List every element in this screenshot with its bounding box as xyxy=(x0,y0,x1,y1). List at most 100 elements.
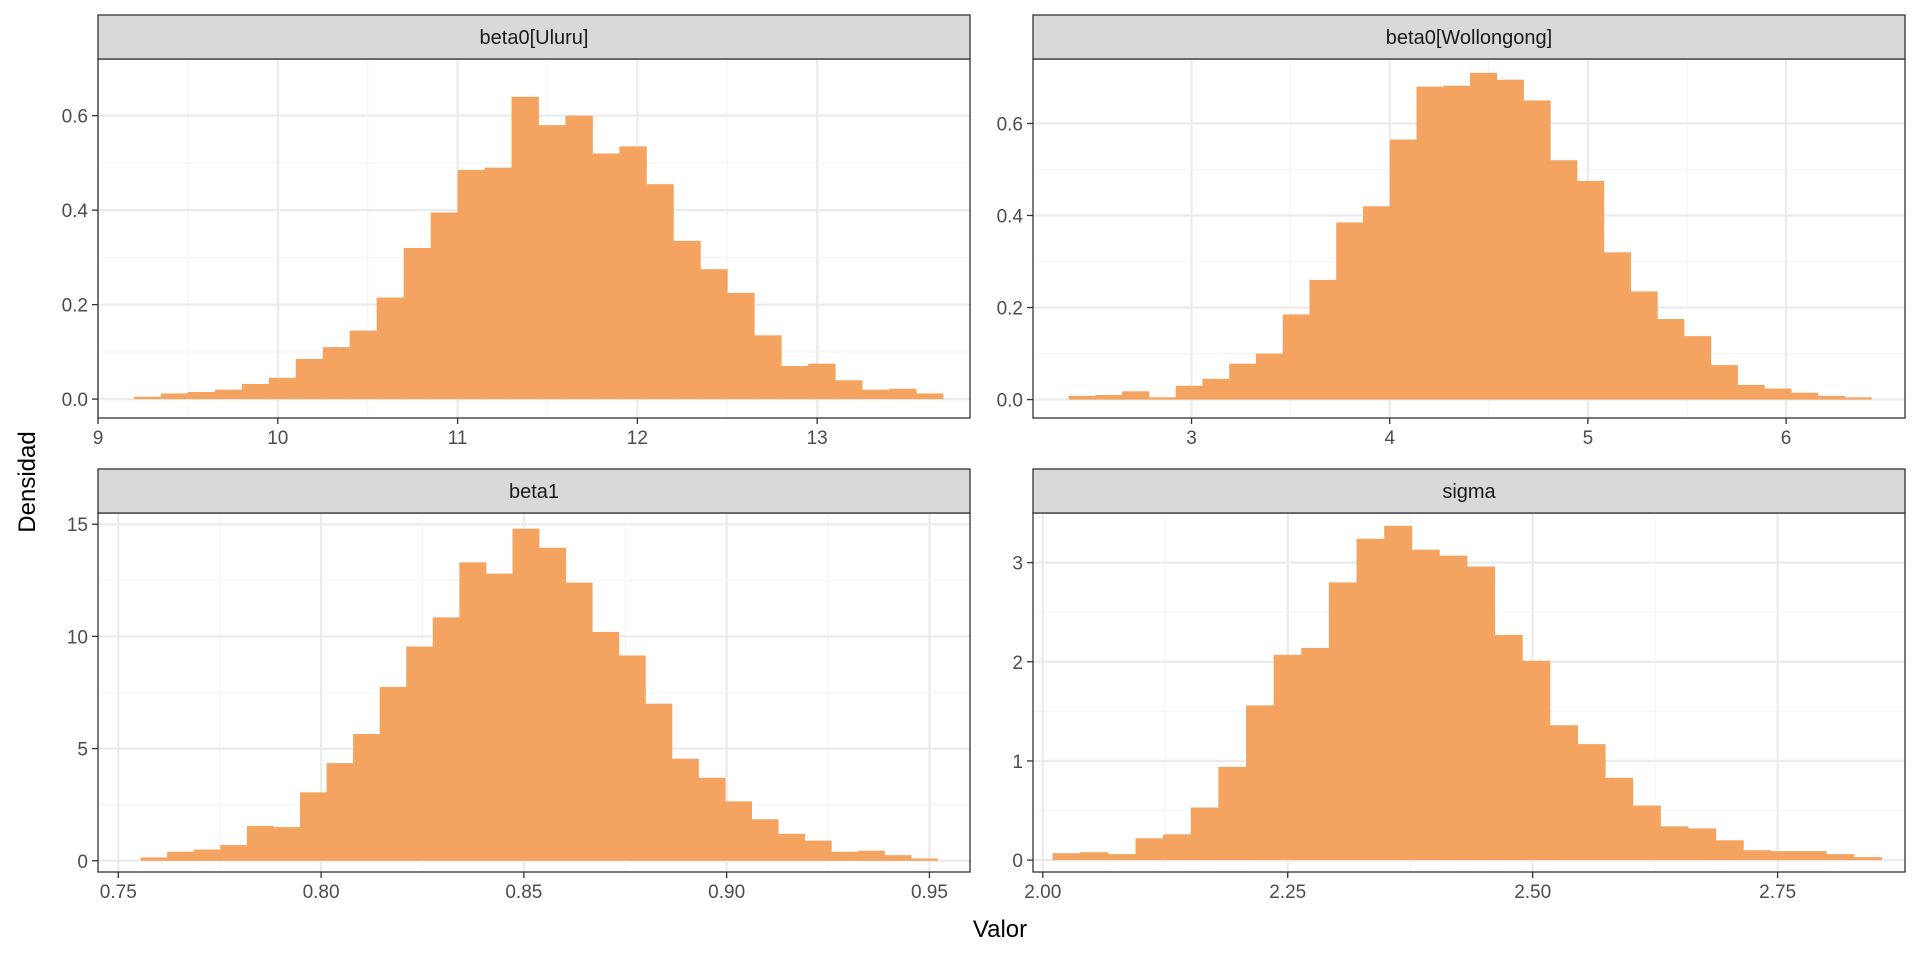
histogram-bar xyxy=(1411,549,1440,861)
histogram-bar xyxy=(1522,660,1551,861)
histogram-bar xyxy=(1122,391,1150,400)
histogram-bar xyxy=(1577,180,1605,400)
x-tick-label: 9 xyxy=(93,428,104,449)
y-tick-label: 0.6 xyxy=(997,114,1023,135)
histogram-bar xyxy=(751,819,779,861)
y-tick-label: 15 xyxy=(67,515,88,536)
x-tick-label: 3 xyxy=(1186,428,1197,449)
histogram-bar xyxy=(831,851,859,861)
histogram-bar xyxy=(160,393,189,400)
histogram-bar xyxy=(1384,525,1413,861)
x-tick-label: 2.00 xyxy=(1024,882,1061,903)
x-tick-label: 2.50 xyxy=(1514,882,1551,903)
histogram-bar xyxy=(1844,397,1872,400)
y-tick-label: 0.0 xyxy=(62,390,88,411)
histogram-bar xyxy=(432,617,460,861)
facet-strip xyxy=(1032,14,1906,60)
histogram-bar xyxy=(1080,852,1109,861)
histogram-bar xyxy=(1715,840,1744,861)
y-axis-title: Densidad xyxy=(14,431,41,532)
facet-panel: sigma 2.00 2.25 2.50 2.75 0 1 2 3 xyxy=(1012,468,1906,903)
histogram-bar xyxy=(511,96,539,400)
histogram-bar xyxy=(1389,139,1417,400)
histogram-bar xyxy=(1229,363,1257,400)
histogram-bar xyxy=(1798,851,1827,861)
histogram-bar xyxy=(862,389,890,400)
x-tick-label: 10 xyxy=(267,428,288,449)
x-tick-label: 5 xyxy=(1583,428,1594,449)
histogram-bar xyxy=(457,170,485,400)
facet-panels: beta0[Uluru]9 10 11 12 130.00.20.40.6beta0[W… xyxy=(62,14,1906,903)
histogram-bar xyxy=(1301,647,1330,861)
histogram-bar xyxy=(1826,854,1855,861)
histogram-bar xyxy=(1523,100,1551,400)
histogram-bar xyxy=(430,212,458,400)
facet-strip xyxy=(97,468,971,514)
histogram-bar xyxy=(1218,766,1247,861)
histogram-bar xyxy=(268,377,297,400)
histogram-bar xyxy=(459,562,487,861)
y-tick-label: 0.0 xyxy=(997,391,1023,412)
y-tick-label: 0.2 xyxy=(997,299,1023,320)
histogram-bar xyxy=(673,240,701,400)
histogram-bar xyxy=(1095,394,1123,400)
histogram-bar xyxy=(1770,851,1799,861)
histogram-bar xyxy=(220,845,248,861)
y-tick-label: 0 xyxy=(77,852,88,873)
histogram-bar xyxy=(671,758,699,861)
histogram-bar xyxy=(485,573,513,861)
histogram-bar xyxy=(700,269,728,400)
x-tick-label: 12 xyxy=(627,428,648,449)
histogram-bar xyxy=(916,393,944,400)
histogram-bar xyxy=(619,146,647,400)
y-tick-label: 0.2 xyxy=(62,296,88,317)
histogram-bar xyxy=(1328,582,1357,861)
histogram-bar xyxy=(592,153,620,400)
histogram-bar xyxy=(1710,365,1738,400)
histogram-bar xyxy=(646,184,674,400)
histogram-bar xyxy=(167,851,195,861)
histogram-bar xyxy=(349,330,378,400)
histogram-bar xyxy=(1202,378,1230,400)
x-tick-label: 2.25 xyxy=(1269,882,1306,903)
histogram-bar xyxy=(1107,854,1136,861)
histogram-bar xyxy=(273,827,301,861)
facet-panel: beta0[Wollongong] 3 4 5 6 0.0 0.2 0.4 0.6 xyxy=(997,14,1906,449)
histogram-bar xyxy=(1764,388,1792,400)
x-tick-label: 0.80 xyxy=(303,882,340,903)
facet-panel: beta0[Uluru] 9 10 11 12 13 0.0 0.2 0.4 0.6 xyxy=(62,14,971,449)
histogram-bar xyxy=(353,734,381,861)
histogram-bar xyxy=(565,582,593,861)
y-tick-label: 0.4 xyxy=(997,206,1024,227)
facet-strip-title: beta0[Wollongong] xyxy=(1386,27,1552,49)
histogram-bar xyxy=(1273,654,1302,861)
histogram-bar xyxy=(910,858,938,861)
histogram-bar xyxy=(538,125,566,400)
histogram-bar xyxy=(322,347,351,400)
histogram-bar xyxy=(1282,314,1310,400)
histogram-bar xyxy=(1688,828,1717,861)
histogram-bar xyxy=(1175,385,1203,400)
histogram-bar xyxy=(326,763,354,861)
x-tick-label: 0.95 xyxy=(911,882,948,903)
y-tick-label: 2 xyxy=(1012,653,1023,674)
histogram-bar xyxy=(1684,336,1712,400)
histogram-bar xyxy=(1494,634,1523,861)
histogram-bar xyxy=(565,115,593,400)
x-tick-label: 0.75 xyxy=(100,882,137,903)
facet-strip-title: sigma xyxy=(1442,481,1496,503)
histogram-bar xyxy=(698,777,726,861)
x-tick-label: 13 xyxy=(807,428,828,449)
histogram-bar xyxy=(1817,395,1845,400)
histogram-bar xyxy=(512,528,540,861)
histogram-bar xyxy=(1791,392,1819,400)
histogram-bar xyxy=(379,686,407,861)
x-tick-label: 0.90 xyxy=(708,882,745,903)
facet-panel: beta1 0.75 0.80 0.85 0.90 0.95 0 5 10 15 xyxy=(67,468,971,903)
histogram-bar xyxy=(1467,566,1496,861)
histogram-bar xyxy=(1630,291,1658,400)
histogram-bar xyxy=(1603,252,1631,400)
histogram-bar xyxy=(1309,279,1337,400)
histogram-bar xyxy=(193,849,221,861)
histogram-bar xyxy=(835,380,863,400)
